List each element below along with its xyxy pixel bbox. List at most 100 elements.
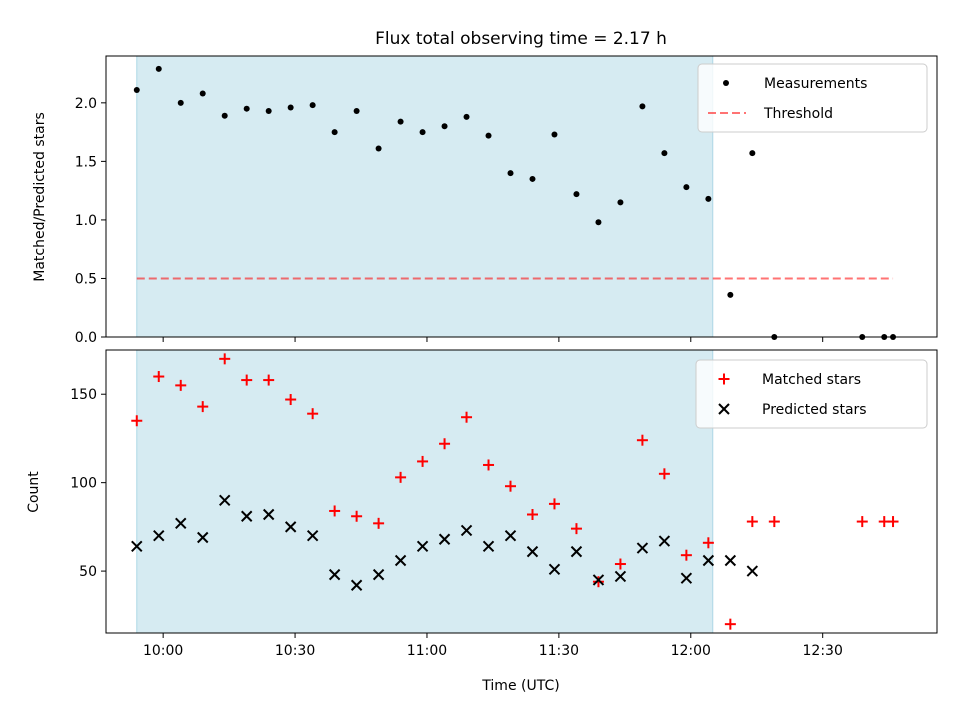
matched-stars-point [131, 415, 143, 427]
predicted-stars-point [153, 530, 165, 542]
matched-stars-point [702, 537, 714, 549]
legend-label: Matched stars [762, 372, 861, 388]
matched-stars-point [351, 510, 363, 522]
bottom-shaded-interval [136, 349, 714, 634]
matched-stars-point [526, 508, 538, 520]
top-y-tick-label: 1.5 [75, 154, 97, 170]
predicted-stars-point [175, 517, 187, 530]
predicted-stars-point [240, 510, 253, 522]
predicted-stars-mark [328, 568, 341, 581]
matched-stars-point [329, 505, 341, 517]
measurement-point [639, 103, 646, 110]
measurement-point [353, 108, 360, 115]
predicted-stars-mark [724, 554, 737, 567]
top-y-tick-label: 2.0 [75, 96, 97, 112]
predicted-stars-point [526, 545, 539, 558]
predicted-stars-mark [592, 574, 605, 586]
measurement-point [441, 123, 448, 130]
matched-stars-point [856, 516, 868, 528]
matched-stars-point [614, 558, 626, 570]
matched-stars-point [395, 471, 407, 483]
legend-box [695, 359, 928, 429]
legend-label: Predicted stars [762, 402, 867, 418]
predicted-stars-point [548, 563, 561, 576]
predicted-stars-point [482, 540, 495, 553]
top-shaded-interval [136, 55, 714, 338]
measurement-point [463, 113, 470, 120]
measurement-point [749, 150, 756, 157]
predicted-stars-mark [197, 531, 209, 544]
matched-stars-point [570, 523, 582, 535]
predicted-stars-mark [131, 540, 143, 553]
predicted-stars-point [658, 535, 671, 547]
predicted-stars-mark [153, 530, 165, 542]
predicted-stars-mark [219, 494, 231, 507]
measurement-point [551, 131, 558, 138]
measurement-point [507, 170, 514, 177]
predicted-stars-mark [702, 554, 715, 567]
top-chart-title: Flux total observing time = 2.17 h [375, 29, 667, 49]
predicted-stars-point [438, 533, 451, 545]
legend-box [697, 63, 928, 133]
predicted-stars-point [372, 568, 385, 581]
bottom-x-tick-label: 10:30 [275, 643, 315, 659]
predicted-stars-mark [526, 545, 539, 558]
measurement-point [199, 90, 206, 97]
top-y-tick-label: 0.0 [75, 330, 97, 346]
predicted-stars-point [197, 531, 209, 544]
bottom-y-tick-label: 100 [70, 476, 97, 492]
predicted-stars-mark [680, 572, 693, 584]
predicted-stars-mark [372, 568, 385, 581]
bottom-y-tick-label: 150 [70, 387, 97, 403]
predicted-stars-point [416, 540, 429, 553]
top-y-tick-label: 0.5 [75, 271, 97, 287]
matched-stars-point [241, 374, 253, 386]
matched-stars-point [175, 379, 187, 391]
bottom-legend: Matched stars Predicted stars [695, 359, 928, 429]
predicted-stars-mark [394, 554, 407, 567]
measurement-point [529, 175, 536, 182]
matched-stars-point [153, 371, 165, 383]
predicted-stars-point [350, 579, 363, 591]
predicted-stars-point [504, 530, 517, 542]
matched-stars-point [680, 549, 692, 561]
measurement-point [331, 129, 338, 136]
matched-stars-point [724, 618, 736, 630]
predicted-stars-mark [746, 565, 759, 577]
measurement-point [419, 129, 426, 136]
predicted-stars-point [460, 524, 473, 537]
predicted-stars-mark [548, 563, 561, 576]
matched-stars-point [461, 411, 473, 423]
matched-stars-point [307, 408, 319, 420]
measurement-point [397, 118, 404, 125]
predicted-stars-mark [350, 579, 363, 591]
predicted-stars-mark [614, 570, 627, 583]
predicted-stars-point [328, 568, 341, 581]
measurement-point [705, 195, 712, 202]
top-legend: Measurements Threshold [697, 63, 928, 133]
matched-stars-point [439, 438, 451, 450]
predicted-stars-mark [658, 535, 671, 547]
bottom-y-tick-label: 50 [79, 564, 97, 580]
legend-measurements-swatch [723, 80, 729, 86]
predicted-stars-mark [175, 517, 187, 530]
matched-stars-point [483, 459, 495, 471]
bottom-x-axis-label: Time (UTC) [481, 678, 559, 694]
predicted-stars-mark [438, 533, 451, 545]
matched-stars-point [373, 517, 385, 529]
measurement-point [155, 65, 162, 72]
matched-stars-point [219, 353, 231, 365]
predicted-stars-mark [240, 510, 253, 522]
predicted-stars-mark [306, 530, 319, 542]
measurement-point [661, 150, 668, 157]
legend-predicted-swatch [718, 403, 730, 415]
matched-stars-point [592, 576, 604, 588]
matched-stars-point [548, 498, 560, 510]
measurement-point [683, 184, 690, 191]
predicted-stars-point [394, 554, 407, 567]
measurement-point [265, 108, 272, 115]
measurement-point [243, 105, 250, 112]
top-axes-frame [105, 55, 938, 338]
bottom-y-axis-label: Count [26, 471, 42, 513]
